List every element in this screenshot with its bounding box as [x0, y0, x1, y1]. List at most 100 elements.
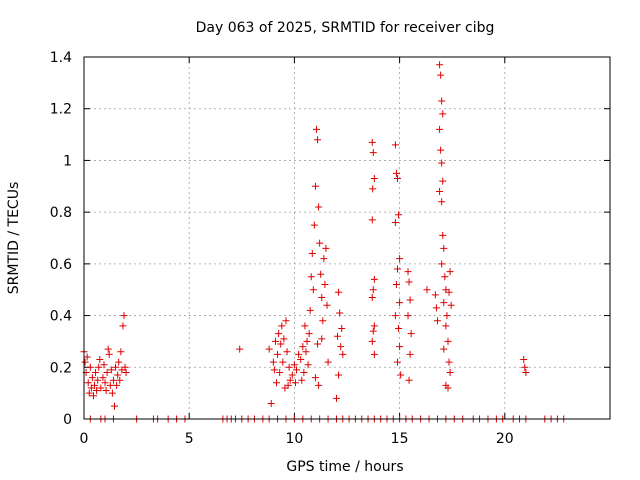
data-point — [311, 182, 319, 190]
y-tick-label: 1.2 — [50, 102, 72, 118]
data-point — [437, 146, 445, 154]
data-point — [109, 376, 117, 384]
data-point — [88, 374, 96, 382]
x-tick-label: 20 — [496, 431, 514, 447]
data-point — [112, 363, 120, 371]
data-point — [391, 312, 399, 320]
data-point — [520, 356, 528, 364]
data-point — [104, 345, 112, 353]
data-point — [436, 187, 444, 195]
data-point — [280, 335, 288, 343]
data-point — [116, 376, 124, 384]
data-point — [439, 177, 447, 185]
data-point — [120, 312, 128, 320]
data-point — [368, 293, 376, 301]
x-tick-label: 0 — [80, 431, 89, 447]
data-point — [291, 379, 299, 387]
data-point — [320, 255, 328, 263]
data-point — [318, 335, 326, 343]
data-point — [404, 268, 412, 276]
grid — [84, 57, 610, 419]
data-point — [369, 149, 377, 157]
data-point — [393, 358, 401, 366]
y-tick-label: 0.8 — [50, 205, 72, 221]
data-point — [393, 175, 401, 183]
data-point — [370, 275, 378, 283]
data-point — [438, 198, 446, 206]
x-axis-label: GPS time / hours — [286, 459, 403, 475]
data-point — [314, 340, 322, 348]
data-point — [96, 356, 104, 364]
data-point — [91, 381, 99, 389]
data-point — [396, 255, 404, 263]
data-point — [102, 387, 110, 395]
data-point — [334, 332, 342, 340]
data-point — [443, 312, 451, 320]
data-point — [301, 322, 309, 330]
data-point — [113, 381, 121, 389]
data-point — [298, 376, 306, 384]
chart-title: Day 063 of 2025, SRMTID for receiver cib… — [196, 20, 495, 36]
data-point — [440, 244, 448, 252]
data-point — [433, 317, 441, 325]
data-point — [93, 387, 101, 395]
data-point — [84, 379, 92, 387]
data-point — [295, 350, 303, 358]
data-point — [316, 239, 324, 247]
data-point — [335, 288, 343, 296]
data-point — [445, 358, 453, 366]
data-point — [283, 348, 291, 356]
data-point — [447, 301, 455, 309]
data-point — [108, 389, 116, 397]
data-point — [111, 402, 119, 410]
data-point — [439, 110, 447, 118]
data-point — [439, 231, 447, 239]
data-point — [314, 136, 322, 144]
data-points — [80, 61, 568, 423]
data-point — [85, 389, 93, 397]
data-point — [438, 97, 446, 105]
data-point — [293, 366, 301, 374]
data-point — [100, 361, 108, 369]
data-point — [370, 175, 378, 183]
data-point — [305, 330, 313, 338]
data-point — [103, 368, 111, 376]
data-point — [368, 216, 376, 224]
data-point — [95, 363, 103, 371]
data-point — [396, 299, 404, 307]
data-point — [438, 159, 446, 167]
y-tick-label: 1.4 — [50, 50, 72, 66]
data-point — [92, 368, 100, 376]
data-point — [396, 343, 404, 351]
data-point — [303, 337, 311, 345]
data-point — [270, 366, 278, 374]
data-point — [407, 330, 415, 338]
data-point — [117, 348, 125, 356]
data-point — [395, 325, 403, 332]
data-point — [324, 358, 332, 366]
data-point — [86, 363, 94, 371]
data-point — [236, 345, 244, 353]
data-point — [393, 265, 401, 273]
data-point — [405, 278, 413, 286]
data-point — [288, 371, 296, 379]
data-point — [276, 368, 284, 376]
data-point — [271, 337, 279, 345]
data-point — [265, 345, 273, 353]
data-point — [115, 358, 123, 366]
data-point — [369, 185, 377, 193]
data-point — [279, 358, 287, 366]
data-point — [286, 376, 294, 384]
data-point — [105, 350, 113, 358]
data-point — [106, 381, 114, 389]
x-tick-label: 5 — [185, 431, 194, 447]
data-point — [406, 350, 414, 358]
data-point — [307, 273, 315, 281]
data-point — [97, 384, 105, 392]
data-point — [299, 343, 307, 351]
axis-ticks: 0 5 10 15 20 0 0.2 0.4 0.6 0.8 1 1.2 1.4 — [50, 50, 610, 447]
data-point — [81, 358, 89, 366]
data-point — [321, 281, 329, 289]
